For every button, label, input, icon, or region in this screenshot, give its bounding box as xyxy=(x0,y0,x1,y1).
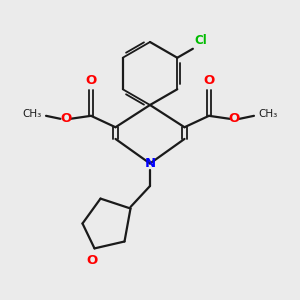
Text: O: O xyxy=(85,74,97,87)
Text: O: O xyxy=(229,112,240,125)
Text: CH₃: CH₃ xyxy=(259,109,278,119)
Text: CH₃: CH₃ xyxy=(22,109,41,119)
Text: N: N xyxy=(144,157,156,170)
Text: O: O xyxy=(86,254,98,267)
Text: O: O xyxy=(203,74,214,87)
Text: O: O xyxy=(60,112,71,125)
Text: Cl: Cl xyxy=(194,34,207,47)
